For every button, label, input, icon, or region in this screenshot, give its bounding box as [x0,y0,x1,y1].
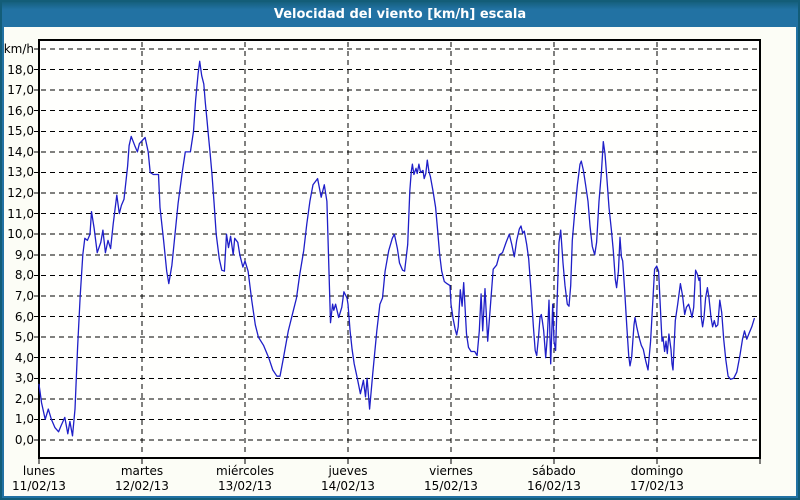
chart-panel [2,27,798,498]
page-title: Velocidad del viento [km/h] escala [273,7,527,22]
title-bar: Velocidad del viento [km/h] escala [2,2,798,27]
